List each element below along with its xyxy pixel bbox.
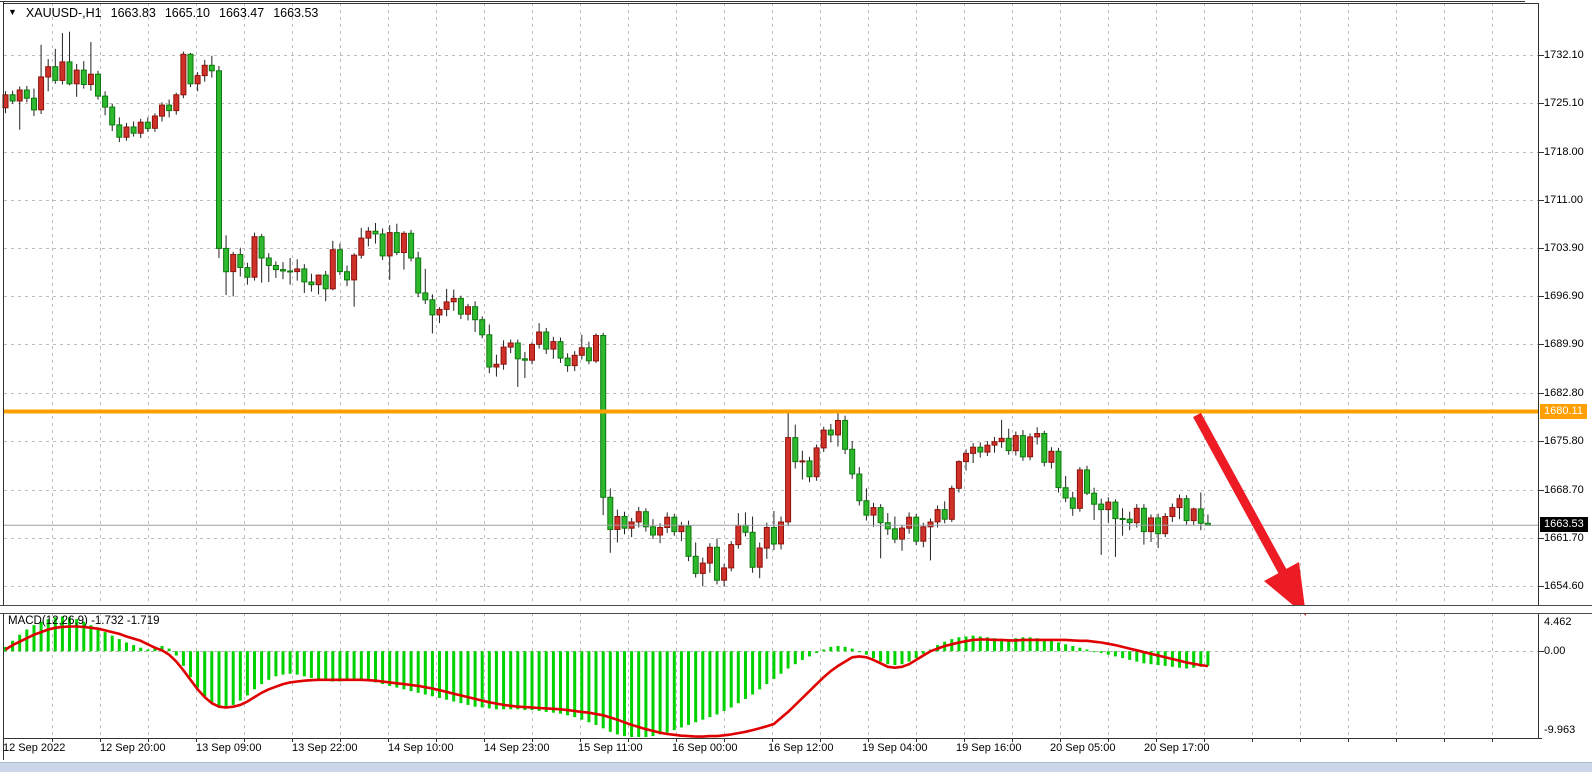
macd-axis-zero: 0.00 xyxy=(1544,645,1566,657)
price-axis-label: 1682.80 xyxy=(1544,387,1584,399)
macd-axis-max: 4.462 xyxy=(1544,616,1572,628)
ohlc-low: 1663.47 xyxy=(219,6,265,20)
time-axis-label: 16 Sep 12:00 xyxy=(768,742,834,754)
macd-histogram xyxy=(4,616,1210,737)
time-axis-label: 13 Sep 09:00 xyxy=(196,742,262,754)
hline-price-badge: 1680.11 xyxy=(1540,404,1587,419)
pane-separator[interactable] xyxy=(0,605,1592,614)
price-axis-label: 1732.10 xyxy=(1544,49,1584,61)
expand-arrow-icon[interactable]: ▼ xyxy=(8,7,17,17)
price-axis-label: 1668.70 xyxy=(1544,484,1584,496)
grid xyxy=(4,3,1538,737)
time-axis-label: 19 Sep 16:00 xyxy=(956,742,1022,754)
price-axis-label: 1703.90 xyxy=(1544,242,1584,254)
time-axis[interactable]: 12 Sep 2022 12 Sep 20:00 13 Sep 09:00 13 Se… xyxy=(0,741,1592,759)
time-axis-label: 14 Sep 23:00 xyxy=(484,742,550,754)
down-arrow-annotation[interactable] xyxy=(1193,412,1306,616)
macd-axis-min: -9.963 xyxy=(1544,724,1576,736)
candlestick-series xyxy=(2,31,1211,587)
time-axis-label: 13 Sep 22:00 xyxy=(292,742,358,754)
macd-signal-line xyxy=(4,625,1209,738)
current-price-badge: 1663.53 xyxy=(1540,517,1588,532)
time-axis-label: 16 Sep 00:00 xyxy=(672,742,738,754)
time-axis-label: 20 Sep 05:00 xyxy=(1050,742,1116,754)
price-axis-label: 1696.90 xyxy=(1544,290,1584,302)
price-axis-label: 1654.60 xyxy=(1544,580,1584,592)
time-axis-label: 15 Sep 11:00 xyxy=(578,742,643,754)
axes-borders xyxy=(0,1,1544,760)
ohlc-high: 1665.10 xyxy=(164,6,211,20)
time-axis-label: 20 Sep 17:00 xyxy=(1144,742,1210,754)
price-axis-label: 1675.80 xyxy=(1544,435,1584,447)
price-axis-label: 1689.90 xyxy=(1544,338,1584,350)
price-axis-label: 1718.00 xyxy=(1544,146,1584,158)
ohlc-open: 1663.83 xyxy=(110,6,156,20)
time-axis-label: 12 Sep 20:00 xyxy=(100,742,166,754)
time-axis-label: 19 Sep 04:00 xyxy=(862,742,928,754)
ohlc-close: 1663.53 xyxy=(273,6,319,20)
chart-header: ▼ XAUUSD-,H1 1663.83 1665.10 1663.47 166… xyxy=(8,6,318,20)
macd-indicator-label: MACD(12,26,9) -1.732 -1.719 xyxy=(8,615,160,627)
time-axis-label: 12 Sep 2022 xyxy=(3,742,66,754)
price-axis-label: 1661.70 xyxy=(1544,532,1584,544)
symbol-label: XAUUSD-,H1 xyxy=(25,6,102,20)
time-axis-label: 14 Sep 10:00 xyxy=(388,742,454,754)
window-bottom-edge xyxy=(0,762,1592,772)
price-axis-label: 1711.00 xyxy=(1544,194,1583,206)
price-axis-label: 1725.10 xyxy=(1544,97,1584,109)
